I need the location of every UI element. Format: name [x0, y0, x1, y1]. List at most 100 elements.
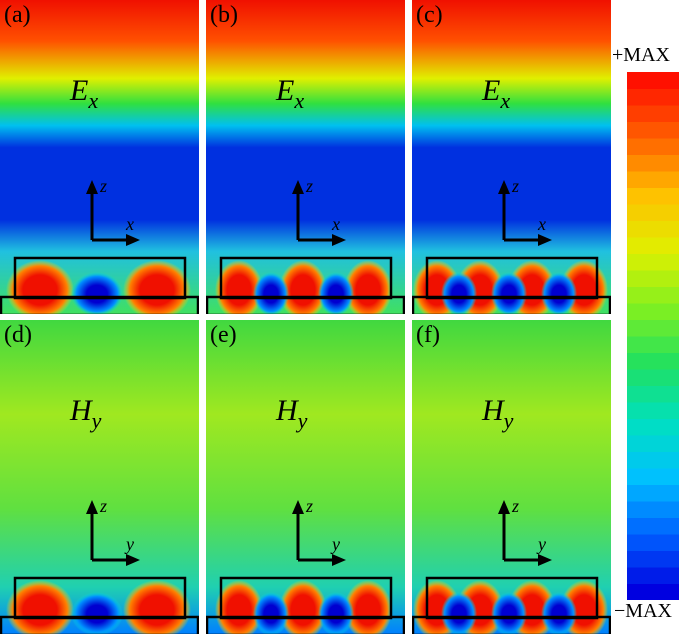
substrate-outline [206, 295, 405, 314]
colorbar-step [627, 187, 679, 205]
axis-arrows [292, 500, 346, 566]
colorbar-step [627, 237, 679, 254]
axis-arrows [86, 500, 140, 566]
substrate-outline [0, 295, 199, 314]
field-minimum-lobe [253, 272, 289, 314]
field-maximum-lobe [215, 260, 263, 314]
substrate-outline [412, 295, 611, 314]
panel-label: (d) [4, 322, 32, 348]
colorbar-step [627, 105, 679, 122]
substrate-outline [412, 615, 611, 634]
panel-e: (e) Hy z y [206, 320, 405, 634]
field-maximum-lobe [344, 580, 392, 634]
colorbar-step [627, 286, 679, 304]
axis-arrows [498, 180, 552, 246]
colorbar-step [627, 88, 679, 106]
colorbar-step [627, 501, 679, 518]
panel-label: (c) [416, 2, 443, 28]
vertical-axis-label: z [512, 176, 520, 196]
colorbar-step [627, 253, 679, 271]
field-maximum-lobe [215, 580, 263, 634]
colorbar-step [627, 550, 679, 568]
panel-b: (b) Ex z x [206, 0, 405, 314]
field-component-label: Ex [276, 74, 305, 113]
horizontal-axis-label: y [538, 534, 546, 554]
colorbar-step [627, 583, 679, 600]
colorbar-step [627, 220, 679, 238]
colorbar-step [627, 336, 679, 353]
horizontal-axis-label: y [126, 534, 134, 554]
field-component-label: Ex [482, 74, 511, 113]
colorbar-step [627, 534, 679, 551]
colorbar-step [627, 154, 679, 172]
colorbar-step [627, 171, 679, 188]
panel-label: (a) [4, 2, 31, 28]
field-minimum-lobe [441, 272, 477, 314]
field-minimum-lobe [541, 592, 577, 634]
panel-label: (e) [210, 322, 237, 348]
vertical-axis-label: z [100, 176, 108, 196]
colorbar-step [627, 138, 679, 155]
vertical-axis-label: z [306, 496, 314, 516]
panel-a: (a) Ex z x [0, 0, 199, 314]
field-minimum-lobe [541, 272, 577, 314]
field-component-label: Hy [276, 394, 308, 433]
colorbar-step [627, 484, 679, 502]
field-maximum-lobe [6, 260, 74, 314]
substrate-outline [0, 615, 199, 634]
field-minimum-lobe [318, 272, 354, 314]
field-minimum-lobe [318, 592, 354, 634]
colorbar-step [627, 352, 679, 370]
colorbar-step [627, 369, 679, 386]
horizontal-axis-label: y [332, 534, 340, 554]
field-maximum-lobe [123, 260, 191, 314]
field-minimum-lobe [491, 272, 527, 314]
panel-label: (b) [210, 2, 238, 28]
colorbar-step [627, 303, 679, 320]
colorbar-step [627, 121, 679, 139]
colorbar-step [627, 72, 679, 89]
axis-arrows [86, 180, 140, 246]
colorbar-step [627, 468, 679, 485]
field-maximum-lobe [279, 580, 327, 634]
colorbar [627, 72, 679, 600]
field-maximum-lobe [344, 260, 392, 314]
colorbar-step [627, 517, 679, 535]
field-component-label: Hy [70, 394, 102, 433]
field-maximum-lobe [123, 580, 191, 634]
colorbar-step [627, 385, 679, 403]
colorbar-max-label: +MAX [612, 44, 670, 66]
colorbar-step [627, 567, 679, 584]
colorbar-min-label: −MAX [614, 600, 672, 622]
axis-arrows [292, 180, 346, 246]
vertical-axis-label: z [512, 496, 520, 516]
horizontal-axis-label: x [332, 214, 340, 234]
field-component-label: Ex [70, 74, 99, 113]
substrate-outline [206, 615, 405, 634]
colorbar-step [627, 451, 679, 469]
field-minimum-lobe [71, 272, 123, 314]
colorbar-step [627, 319, 679, 337]
colorbar-step [627, 204, 679, 221]
vertical-axis-label: z [306, 176, 314, 196]
field-maximum-lobe [6, 580, 74, 634]
field-minimum-lobe [253, 592, 289, 634]
horizontal-axis-label: x [126, 214, 134, 234]
field-minimum-lobe [441, 592, 477, 634]
field-minimum-lobe [71, 592, 123, 634]
panel-d: (d) Hy z y [0, 320, 199, 634]
axis-arrows [498, 500, 552, 566]
panel-f: (f) Hy z y [412, 320, 611, 634]
field-maximum-lobe [279, 260, 327, 314]
panel-c: (c) Ex z x [412, 0, 611, 314]
horizontal-axis-label: x [538, 214, 546, 234]
field-minimum-lobe [491, 592, 527, 634]
colorbar-step [627, 270, 679, 287]
field-component-label: Hy [482, 394, 514, 433]
colorbar-step [627, 402, 679, 419]
panel-label: (f) [416, 322, 440, 348]
colorbar-step [627, 418, 679, 436]
colorbar-step [627, 435, 679, 452]
vertical-axis-label: z [100, 496, 108, 516]
